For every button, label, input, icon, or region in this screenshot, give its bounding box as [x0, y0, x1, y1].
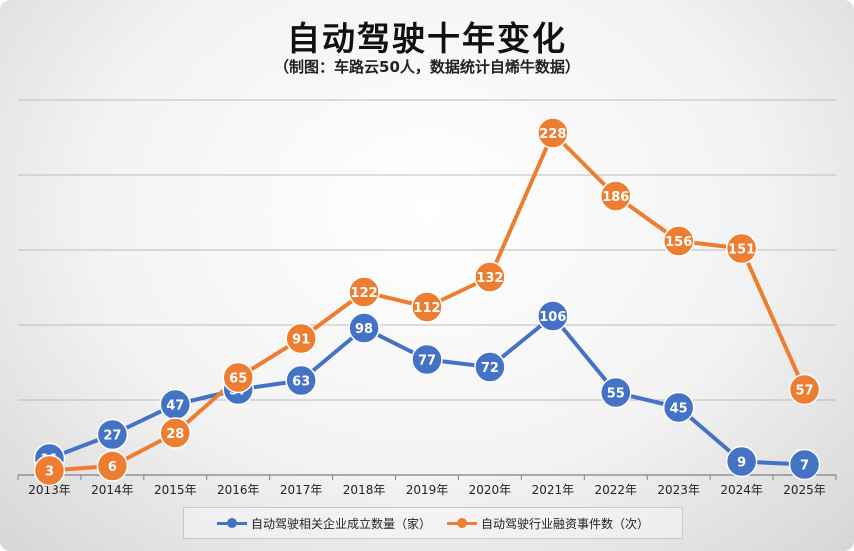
data-point-0: [788, 448, 821, 481]
data-point-1: [537, 117, 569, 149]
data-label-0: 7: [800, 459, 809, 474]
data-point-0: [96, 418, 129, 451]
data-point-1: [222, 361, 254, 394]
data-point-0: [725, 445, 758, 478]
x-tick-label: 2014年: [91, 483, 134, 497]
data-point-0: [600, 376, 632, 409]
gridlines: [18, 99, 836, 401]
data-point-0: [474, 351, 506, 383]
series-layer: 1127475763987772106554597362865911221121…: [33, 117, 821, 487]
x-tick-label: 2017年: [280, 483, 323, 497]
data-point-0: [285, 364, 317, 397]
data-label-0: 98: [355, 322, 373, 337]
data-label-1: 156: [665, 235, 692, 250]
data-label-1: 228: [539, 127, 566, 142]
data-point-1: [788, 373, 821, 406]
data-label-1: 6: [108, 460, 117, 475]
legend-swatch-blue: [216, 518, 247, 528]
data-point-0: [348, 312, 380, 344]
data-label-0: 106: [539, 310, 566, 325]
data-label-1: 186: [602, 190, 629, 205]
data-label-0: 9: [737, 456, 746, 471]
data-label-1: 3: [45, 465, 54, 480]
data-label-1: 112: [413, 301, 440, 316]
data-point-1: [411, 291, 443, 323]
data-label-1: 151: [728, 243, 755, 258]
legend-swatch-orange: [447, 518, 477, 528]
legend-item-financing: 自动驾驶行业融资事件数（次）: [447, 515, 649, 532]
data-label-1: 65: [229, 372, 247, 387]
data-point-1: [348, 276, 380, 308]
data-label-0: 77: [418, 354, 436, 369]
x-tick-label: 2016年: [217, 483, 260, 497]
data-label-1: 28: [166, 427, 184, 442]
chart-title: 自动驾驶十年变化: [287, 19, 567, 58]
data-point-1: [96, 450, 129, 482]
data-point-1: [285, 322, 317, 355]
legend: 自动驾驶相关企业成立数量（家） 自动驾驶行业融资事件数（次）: [183, 507, 683, 539]
data-label-1: 132: [476, 271, 503, 286]
x-tick-label: 2015年: [154, 483, 197, 497]
data-label-0: 63: [292, 375, 310, 390]
data-point-0: [537, 300, 569, 332]
x-tick-label: 2019年: [406, 483, 449, 497]
data-point-1: [474, 261, 506, 293]
data-label-1: 122: [351, 286, 378, 301]
chart-subtitle: （制图：车路云50人，数据统计自烯牛数据）: [274, 58, 580, 76]
data-point-1: [159, 417, 192, 449]
data-point-0: [662, 391, 695, 424]
data-label-0: 45: [670, 402, 688, 417]
x-tick-label: 2022年: [594, 483, 637, 497]
x-tick-label: 2025年: [783, 483, 826, 497]
data-point-1: [33, 454, 66, 487]
x-tick-label: 2021年: [532, 483, 575, 497]
x-tick-label: 2024年: [720, 483, 763, 497]
data-label-1: 57: [795, 384, 813, 399]
x-tick-label: 2018年: [343, 483, 386, 497]
x-tick-label: 2023年: [657, 483, 700, 497]
data-label-1: 91: [292, 333, 310, 348]
legend-label-financing: 自动驾驶行业融资事件数（次）: [481, 516, 650, 531]
data-label-0: 55: [607, 387, 625, 402]
data-label-0: 47: [166, 399, 184, 414]
data-point-1: [600, 180, 632, 212]
data-point-0: [411, 343, 443, 376]
x-tick-label: 2020年: [469, 483, 512, 497]
data-point-1: [662, 225, 695, 257]
legend-item-companies: 自动驾驶相关企业成立数量（家）: [216, 515, 431, 532]
data-label-0: 27: [103, 429, 121, 444]
data-point-1: [725, 232, 758, 265]
x-axis: 2013年 2014年 2015年 2016年 2017年 2018年 2019年 2020年…: [17, 474, 837, 497]
x-tick-label: 2013年: [28, 483, 71, 497]
legend-label-companies: 自动驾驶相关企业成立数量（家）: [250, 516, 431, 531]
data-label-0: 72: [481, 361, 499, 376]
